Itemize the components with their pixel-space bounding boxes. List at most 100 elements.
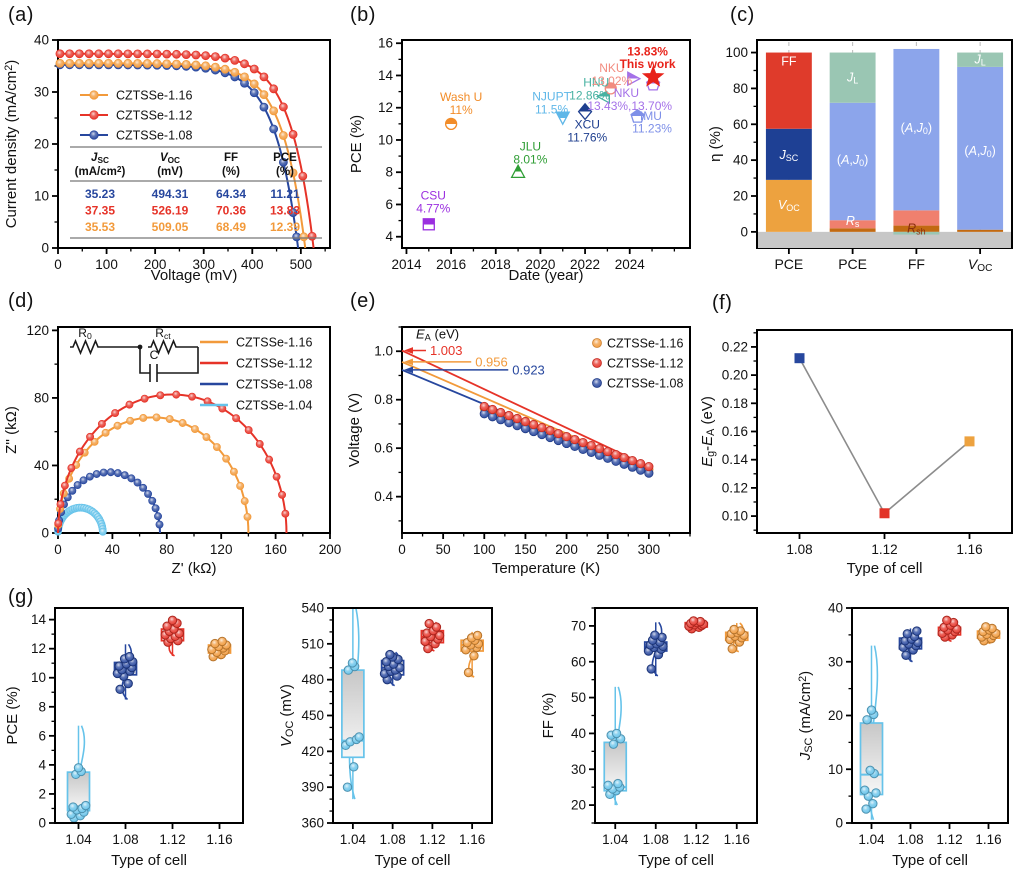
svg-text:4: 4 [385,229,393,244]
svg-text:Rsh: Rsh [907,221,926,236]
svg-text:11.21: 11.21 [270,187,300,201]
svg-text:100: 100 [473,542,496,557]
svg-text:420: 420 [301,744,324,759]
axes: 0 40 80 120 160 200 0 40 80 120 [26,323,341,557]
svg-text:2014: 2014 [391,257,422,272]
svg-text:Type of cell: Type of cell [892,852,968,869]
svg-text:VOC: VOC [968,256,992,274]
panel-label-g: (g) [8,586,34,608]
svg-text:300: 300 [192,257,215,272]
svg-text:13.43%,13.70%: 13.43%,13.70% [587,99,672,113]
svg-text:60: 60 [733,117,748,132]
svg-text:CZTSSe-1.16: CZTSSe-1.16 [236,336,312,350]
svg-text:XCU: XCU [575,118,600,132]
svg-text:450: 450 [301,708,324,723]
svg-text:Date (year): Date (year) [508,267,583,284]
svg-text:12: 12 [378,100,393,115]
jv-series [55,49,317,249]
svg-text:(mA/cm2): (mA/cm2) [75,165,126,178]
svg-text:1.12: 1.12 [871,542,897,557]
panel-label-a: (a) [8,4,34,26]
svg-text:FF: FF [908,256,925,272]
svg-text:JLU: JLU [520,139,541,153]
svg-text:0.4: 0.4 [374,489,393,504]
svg-text:CZTSSe-1.08: CZTSSe-1.08 [236,378,312,392]
svg-text:(A,J0): (A,J0) [964,144,995,159]
svg-text:509.05: 509.05 [152,220,189,234]
svg-text:400: 400 [241,257,264,272]
svg-text:This work: This work [620,57,676,71]
panel-label-f: (f) [712,292,733,314]
svg-text:0: 0 [740,224,748,239]
svg-text:100: 100 [725,45,748,60]
svg-text:11.5%: 11.5% [535,102,568,116]
svg-text:PCE: PCE [273,152,297,164]
svg-text:37.35: 37.35 [85,204,115,218]
svg-text:CZTSSe-1.16: CZTSSe-1.16 [607,337,683,351]
below-zero-band [758,231,1011,248]
svg-text:PCE: PCE [838,256,867,272]
svg-text:1.04: 1.04 [340,832,367,847]
svg-text:13.83: 13.83 [270,204,300,218]
inset-table: JSC(mA/cm2) VOC(mV) FF (%) PCE (%) 35.23 494.31… [70,146,322,239]
svg-text:150: 150 [514,542,537,557]
panel-f-eg-ea-chart: 1.08 1.12 1.16 0.10 0.12 0.14 0.16 0.18 0.20 0.22… [700,329,1013,577]
svg-text:0.18: 0.18 [722,396,748,411]
svg-text:20: 20 [828,708,843,723]
svg-text:0.20: 0.20 [722,368,748,383]
svg-text:14: 14 [378,68,394,83]
svg-text:1.08: 1.08 [897,832,923,847]
svg-text:2022: 2022 [570,257,600,272]
svg-text:1.12: 1.12 [936,832,962,847]
svg-text:EA (eV): EA (eV) [416,326,459,342]
svg-text:70.36: 70.36 [216,204,246,218]
svg-text:1.12: 1.12 [683,832,709,847]
svg-text:η (%): η (%) [707,126,724,162]
svg-text:360: 360 [301,816,324,831]
box-group-set [340,609,484,800]
svg-text:11.23%: 11.23% [632,122,672,136]
svg-text:JL: JL [973,53,985,68]
svg-text:8.01%: 8.01% [513,152,547,166]
svg-text:11.76%: 11.76% [567,131,607,145]
svg-text:10: 10 [31,670,46,685]
svg-text:300: 300 [638,542,661,557]
svg-text:0.6: 0.6 [374,441,393,456]
svg-text:12.86%: 12.86% [569,89,610,103]
svg-text:CZTSSe-1.08: CZTSSe-1.08 [607,377,683,391]
svg-text:120: 120 [210,542,233,557]
svg-text:30: 30 [828,654,843,669]
svg-text:JSC (mA/cm2): JSC (mA/cm2) [797,671,815,761]
axes: 1.08 1.12 1.16 0.10 0.12 0.14 0.16 0.18 0.20 0.22 [722,329,1013,557]
svg-text:CZTSSe-1.08: CZTSSe-1.08 [116,129,192,143]
svg-text:(A,J0): (A,J0) [901,121,932,136]
svg-text:IMU: IMU [640,109,662,123]
axes: 1.04 1.08 1.12 1.16 360 390 420 450 480 510 540 [301,601,493,847]
legend: CZTSSe-1.16 CZTSSe-1.12 CZTSSe-1.08 CZTSSe-… [200,336,312,413]
svg-text:CZTSSe-1.04: CZTSSe-1.04 [236,399,312,413]
svg-text:12.39: 12.39 [270,220,300,234]
svg-text:1.0: 1.0 [374,344,393,359]
svg-text:494.31: 494.31 [152,187,189,201]
svg-text:20: 20 [34,137,49,152]
svg-text:Voltage (V): Voltage (V) [346,393,363,467]
svg-text:2020: 2020 [525,257,555,272]
svg-text:80: 80 [34,390,49,405]
svg-text:Eg-EA (eV): Eg-EA (eV) [700,396,717,467]
svg-text:0: 0 [41,526,49,541]
svg-text:CZTSSe-1.12: CZTSSe-1.12 [116,109,192,123]
svg-text:NJUPT: NJUPT [532,89,571,103]
svg-text:40: 40 [571,726,586,741]
panel-label-e: (e) [350,290,376,312]
svg-text:64.34: 64.34 [216,187,246,201]
svg-text:500: 500 [290,257,313,272]
svg-text:1.04: 1.04 [65,832,92,847]
svg-text:0.12: 0.12 [722,480,748,495]
svg-text:40: 40 [105,542,120,557]
axes: 1.04 1.08 1.12 1.16 20 30 40 50 60 70 [571,607,758,847]
svg-text:Wash U: Wash U [440,90,482,104]
svg-text:1.08: 1.08 [379,832,405,847]
timeline-points [422,65,665,231]
